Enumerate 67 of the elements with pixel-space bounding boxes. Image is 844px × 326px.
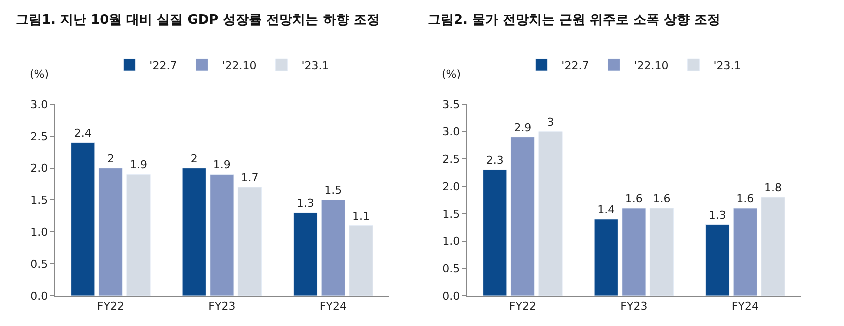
bar (483, 170, 508, 296)
data-label: 3 (547, 116, 554, 129)
bar (182, 168, 206, 296)
data-label: 2.3 (486, 154, 504, 168)
y-tick-label: 0.5 (30, 258, 48, 271)
bar (650, 208, 674, 296)
x-tick-label: FY24 (320, 300, 347, 314)
bar (733, 208, 758, 296)
bar (210, 174, 234, 296)
data-label: 1.1 (352, 210, 370, 223)
data-label: 1.9 (213, 158, 231, 172)
y-tick-label: 2.5 (30, 130, 48, 144)
data-label: 2 (190, 152, 198, 166)
x-tick-label: FY23 (620, 300, 648, 314)
x-tick-label: FY24 (732, 300, 759, 314)
legend-label: '22.10 (222, 59, 257, 72)
y-tick-label: 0.5 (442, 262, 460, 276)
bar (349, 226, 374, 296)
x-tick-label: FY23 (208, 300, 236, 314)
legend-label: '22.7 (150, 59, 178, 72)
data-label: 1.6 (653, 192, 671, 206)
data-label: 1.9 (130, 158, 148, 172)
y-tick-label: 0.0 (30, 290, 48, 303)
y-tick-label: 3.5 (442, 98, 460, 112)
bar (98, 168, 124, 296)
bar (761, 197, 786, 296)
data-label: 2.4 (74, 126, 92, 140)
data-label: 1.3 (296, 197, 314, 210)
bar (238, 187, 262, 296)
bar (706, 224, 730, 296)
x-tick-label: FY22 (509, 300, 536, 314)
data-label: 1.5 (324, 184, 342, 198)
data-label: 2.9 (514, 121, 532, 134)
legend-label: '23.1 (302, 59, 330, 72)
chart-title: 그림1. 지난 10월 대비 실질 GDP 성장률 전망치는 하향 조정 (16, 13, 380, 28)
data-label: 1.7 (241, 171, 259, 184)
chart-title: 그림2. 물가 전망치는 근원 위주로 소폭 상향 조정 (428, 13, 721, 28)
y-tick-label: 3.0 (442, 126, 460, 139)
y-tick-label: 3.0 (30, 98, 48, 112)
bar (538, 132, 563, 296)
legend-label: '22.10 (634, 59, 669, 72)
data-label: 1.6 (625, 192, 643, 206)
x-tick-label: FY22 (97, 300, 124, 314)
y-tick-label: 2.5 (442, 153, 460, 166)
legend-label: '23.1 (714, 59, 742, 72)
bar (126, 174, 151, 296)
legend-label: '22.7 (562, 59, 590, 72)
data-label: 1.6 (736, 192, 754, 206)
data-label: 1.4 (598, 203, 616, 216)
bar (622, 208, 646, 296)
bar (594, 219, 618, 296)
bar (510, 137, 536, 296)
bar (321, 200, 346, 296)
y-axis-title: (%) (442, 68, 462, 81)
y-tick-label: 0.0 (442, 290, 460, 303)
y-tick-label: 1.0 (30, 226, 48, 240)
bar (71, 142, 96, 296)
bar (294, 212, 318, 296)
y-tick-label: 2.0 (30, 162, 48, 176)
y-tick-label: 1.5 (30, 194, 48, 208)
y-tick-label: 1.5 (442, 208, 460, 221)
data-label: 2 (107, 152, 114, 166)
y-axis-title: (%) (30, 68, 50, 81)
y-tick-label: 2.0 (442, 180, 460, 194)
data-label: 1.3 (708, 208, 726, 222)
y-tick-label: 1.0 (442, 235, 460, 248)
data-label: 1.8 (764, 182, 782, 194)
